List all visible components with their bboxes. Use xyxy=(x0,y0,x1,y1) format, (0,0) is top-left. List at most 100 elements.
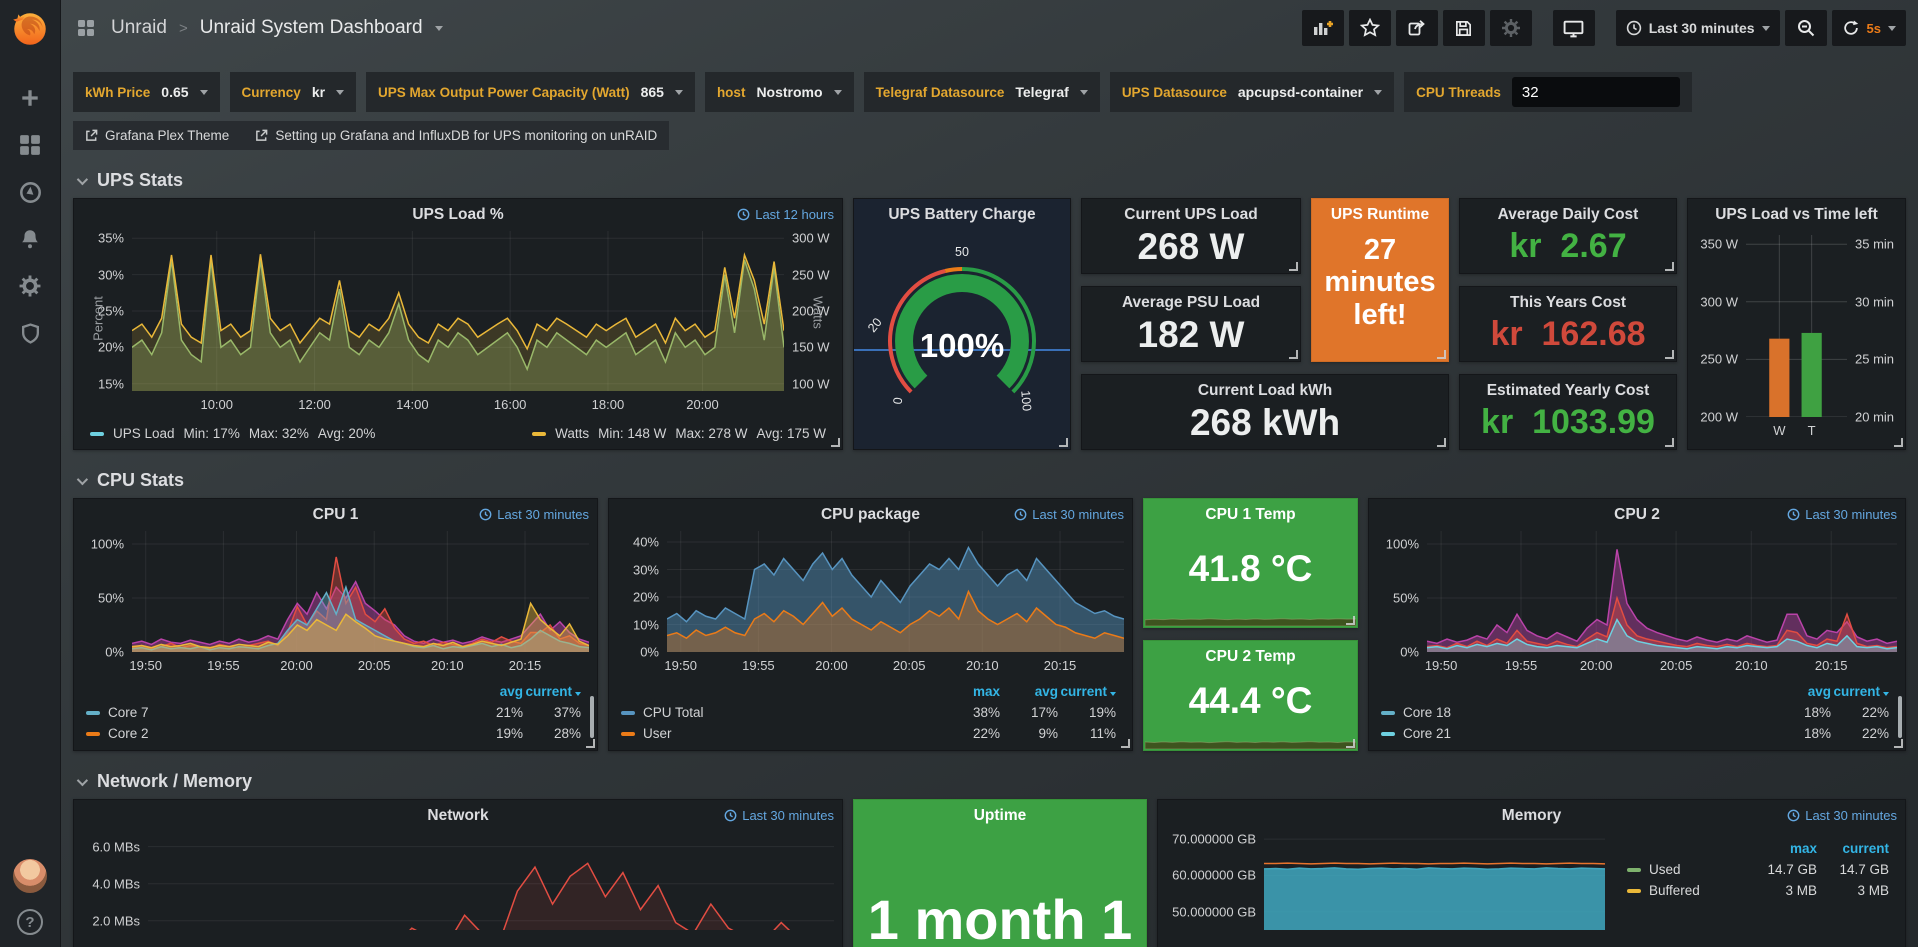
timeseries-plot[interactable] xyxy=(1264,830,1605,930)
legend-header-max[interactable]: max xyxy=(972,684,1000,699)
legend-series-used[interactable]: Used xyxy=(1627,862,1745,877)
cpu-threads-input[interactable] xyxy=(1511,77,1680,107)
share-icon[interactable] xyxy=(1395,10,1438,46)
explore-compass-icon[interactable] xyxy=(17,179,43,205)
panel-title[interactable]: CPU 1 Temp xyxy=(1205,506,1296,523)
timeseries-plot[interactable]: 19:50 19:55 20:00 20:05 20:10 20:15 xyxy=(129,531,589,673)
legend-header-avg[interactable]: avg xyxy=(1807,684,1831,699)
panel-title[interactable]: Estimated Yearly Cost xyxy=(1486,382,1650,399)
section-cpu-stats[interactable]: CPU Stats xyxy=(76,470,1906,491)
panel-title[interactable]: Memory xyxy=(1501,807,1562,824)
legend-series-core21[interactable]: Core 21 xyxy=(1381,726,1773,741)
legend-header-current[interactable]: current xyxy=(523,684,581,699)
alerting-bell-icon[interactable] xyxy=(17,226,43,252)
panel-title[interactable]: UPS Runtime xyxy=(1330,206,1430,223)
legend-header-current[interactable]: current xyxy=(1842,841,1889,856)
panel-resize-handle[interactable] xyxy=(1437,350,1446,359)
dashboard-picker-caret-icon[interactable] xyxy=(434,25,443,31)
legend-series-core7[interactable]: Core 7 xyxy=(86,705,465,720)
section-ups-stats[interactable]: UPS Stats xyxy=(76,170,1906,191)
help-icon[interactable]: ? xyxy=(17,909,43,935)
panel-title[interactable]: Uptime xyxy=(973,807,1027,824)
legend-header-avg[interactable]: avg xyxy=(1034,684,1058,699)
panel-resize-handle[interactable] xyxy=(1346,616,1355,625)
panel-title[interactable]: UPS Battery Charge xyxy=(888,206,1036,223)
breadcrumb-folder[interactable]: Unraid xyxy=(111,17,167,38)
dashboards-icon[interactable] xyxy=(17,132,43,158)
zoom-out-icon[interactable] xyxy=(1784,10,1827,46)
y-axis-left-ticks: 35% 30% 25% 20% 15% xyxy=(97,230,124,392)
panel-resize-handle[interactable] xyxy=(1665,438,1674,447)
legend-series-user[interactable]: User xyxy=(621,726,942,741)
legend-header-current[interactable]: current xyxy=(1831,684,1889,699)
variable-kwh-price[interactable]: kWh Price 0.65 xyxy=(73,72,220,112)
timeseries-plot[interactable] xyxy=(148,830,834,930)
panel-resize-handle[interactable] xyxy=(1346,739,1355,748)
star-icon[interactable] xyxy=(1348,10,1391,46)
panel-resize-handle[interactable] xyxy=(831,438,840,447)
panel-resize-handle[interactable] xyxy=(1665,350,1674,359)
create-plus-icon[interactable] xyxy=(17,85,43,111)
panel-resize-handle[interactable] xyxy=(1059,438,1068,447)
breadcrumb-dashboard-title[interactable]: Unraid System Dashboard xyxy=(199,17,423,38)
legend-header-avg[interactable]: avg xyxy=(499,684,523,699)
panel-resize-handle[interactable] xyxy=(1289,350,1298,359)
time-range-picker[interactable]: Last 30 minutes xyxy=(1615,10,1780,46)
panel-resize-handle[interactable] xyxy=(1437,438,1446,447)
refresh-picker[interactable]: 5s xyxy=(1831,10,1906,46)
panel-resize-handle[interactable] xyxy=(1121,739,1130,748)
legend-series-core18[interactable]: Core 18 xyxy=(1381,705,1773,720)
variable-ups-max-power[interactable]: UPS Max Output Power Capacity (Watt) 865 xyxy=(366,72,695,112)
panel-title[interactable]: UPS Load % xyxy=(412,206,504,223)
panel-resize-handle[interactable] xyxy=(1665,262,1674,271)
legend-header-current[interactable]: current xyxy=(1058,684,1116,699)
legend-series-ups-load[interactable]: UPS Load Min: 17% Max: 32% Avg: 20% xyxy=(90,426,375,441)
timeseries-plot[interactable]: 19:50 19:55 20:00 20:05 20:10 20:15 xyxy=(1425,531,1897,673)
panel-title[interactable]: This Years Cost xyxy=(1509,294,1626,311)
panel-resize-handle[interactable] xyxy=(1894,739,1903,748)
admin-shield-icon[interactable] xyxy=(17,320,43,346)
legend-scrollbar[interactable] xyxy=(1898,696,1902,738)
legend-series-cpu-total[interactable]: CPU Total xyxy=(621,705,942,720)
timeseries-plot[interactable]: 19:50 19:55 20:00 20:05 20:10 20:15 xyxy=(664,531,1124,673)
user-avatar[interactable] xyxy=(13,859,47,893)
panel-title[interactable]: CPU package xyxy=(820,506,921,523)
add-panel-icon[interactable] xyxy=(1301,10,1344,46)
apps-grid-icon[interactable] xyxy=(73,15,99,41)
kiosk-monitor-icon[interactable] xyxy=(1552,10,1595,46)
panel-title[interactable]: CPU 2 xyxy=(1614,506,1660,523)
legend-series-watts[interactable]: Watts Min: 148 W Max: 278 W Avg: 175 W xyxy=(532,426,826,441)
panel-title[interactable]: Network xyxy=(427,807,489,824)
panel-title[interactable]: Current UPS Load xyxy=(1124,206,1258,223)
save-icon[interactable] xyxy=(1442,10,1485,46)
dashboard-link-ups-guide[interactable]: Setting up Grafana and InfluxDB for UPS … xyxy=(255,128,657,143)
variable-currency[interactable]: Currency kr xyxy=(229,72,357,112)
panel-title[interactable]: CPU 1 xyxy=(312,506,359,523)
grafana-logo-icon[interactable] xyxy=(9,7,51,49)
legend-series-core2[interactable]: Core 2 xyxy=(86,726,465,741)
legend-scrollbar[interactable] xyxy=(590,696,594,738)
panel-time-override: Last 30 minutes xyxy=(1787,808,1897,823)
panel-title[interactable]: CPU 2 Temp xyxy=(1205,648,1296,665)
variable-telegraf-datasource[interactable]: Telegraf Datasource Telegraf xyxy=(863,72,1100,112)
panel-resize-handle[interactable] xyxy=(1289,262,1298,271)
variable-ups-datasource[interactable]: UPS Datasource apcupsd-container xyxy=(1109,72,1395,112)
timeseries-plot[interactable]: 10:00 12:00 14:00 16:00 18:00 20:00 xyxy=(132,231,784,412)
variable-host[interactable]: host Nostromo xyxy=(704,72,854,112)
panel-title[interactable]: Current Load kWh xyxy=(1197,382,1333,399)
section-network-memory[interactable]: Network / Memory xyxy=(76,771,1906,792)
battery-gauge[interactable]: 0 20 50 100 xyxy=(862,241,1062,431)
legend-header-max[interactable]: max xyxy=(1789,841,1817,856)
panel-title[interactable]: Average PSU Load xyxy=(1121,294,1261,311)
panel-resize-handle[interactable] xyxy=(1894,438,1903,447)
panel-title[interactable]: Average Daily Cost xyxy=(1497,206,1639,223)
dashboard-link-plex-theme[interactable]: Grafana Plex Theme xyxy=(85,128,229,143)
panel-title[interactable]: UPS Load vs Time left xyxy=(1715,206,1878,223)
panel-resize-handle[interactable] xyxy=(586,739,595,748)
legend-series-buffered[interactable]: Buffered xyxy=(1627,883,1745,898)
variable-label: Telegraf Datasource xyxy=(875,84,1005,100)
configuration-gear-icon[interactable] xyxy=(17,273,43,299)
settings-gear-icon[interactable] xyxy=(1489,10,1532,46)
